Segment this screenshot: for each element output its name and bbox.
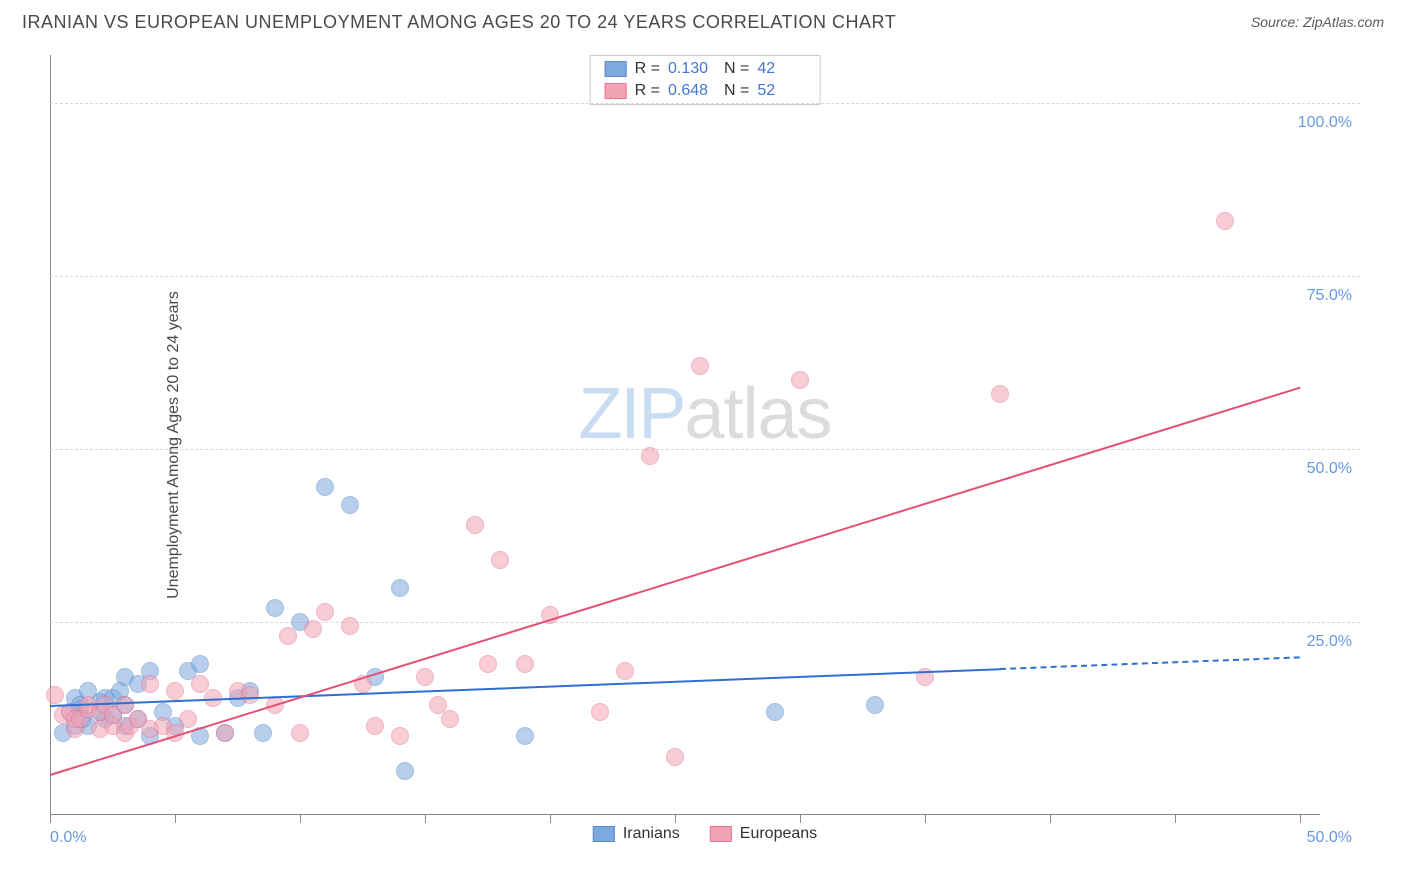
xtick-mark <box>675 815 676 823</box>
ytick-label: 25.0% <box>1307 633 1352 651</box>
n-value: 52 <box>757 82 805 100</box>
n-label: N = <box>724 60 749 78</box>
gridline <box>50 103 1360 104</box>
data-point <box>291 724 309 742</box>
data-point <box>316 478 334 496</box>
data-point <box>46 686 64 704</box>
data-point <box>266 599 284 617</box>
gridline <box>50 276 1360 277</box>
legend-label-iranians: Iranians <box>623 825 680 843</box>
r-value: 0.648 <box>668 82 716 100</box>
correlation-legend: R = 0.130 N = 42 R = 0.648 N = 52 <box>590 55 821 105</box>
data-point <box>396 762 414 780</box>
xtick-mark <box>925 815 926 823</box>
data-point <box>991 385 1009 403</box>
data-point <box>766 703 784 721</box>
source-attribution: Source: ZipAtlas.com <box>1251 14 1384 32</box>
data-point <box>241 686 259 704</box>
legend-item-europeans: Europeans <box>710 825 817 843</box>
legend-stat-row: R = 0.648 N = 52 <box>591 80 820 102</box>
xtick-mark <box>1175 815 1176 823</box>
ytick-label: 100.0% <box>1298 114 1352 132</box>
trend-line <box>1000 657 1300 671</box>
data-point <box>254 724 272 742</box>
data-point <box>441 710 459 728</box>
data-point <box>791 371 809 389</box>
data-point <box>466 516 484 534</box>
data-point <box>366 717 384 735</box>
ytick-label: 75.0% <box>1307 287 1352 305</box>
n-value: 42 <box>757 60 805 78</box>
data-point <box>166 682 184 700</box>
gridline <box>50 622 1360 623</box>
xtick-mark <box>800 815 801 823</box>
r-label: R = <box>635 82 660 100</box>
data-point <box>341 617 359 635</box>
trend-line <box>50 387 1301 776</box>
data-point <box>179 710 197 728</box>
x-axis <box>50 814 1320 815</box>
legend-swatch <box>605 83 627 99</box>
source-label: Source: ZipAtlas.com <box>1251 14 1384 30</box>
chart-title: IRANIAN VS EUROPEAN UNEMPLOYMENT AMONG A… <box>22 12 896 33</box>
ytick-label: 50.0% <box>1307 460 1352 478</box>
xtick-mark <box>300 815 301 823</box>
data-point <box>316 603 334 621</box>
data-point <box>866 696 884 714</box>
data-point <box>516 655 534 673</box>
data-point <box>491 551 509 569</box>
legend-stat-row: R = 0.130 N = 42 <box>591 58 820 80</box>
data-point <box>341 496 359 514</box>
gridline <box>50 449 1360 450</box>
xtick-label-min: 0.0% <box>50 829 86 847</box>
data-point <box>191 655 209 673</box>
xtick-mark <box>50 815 51 823</box>
legend-item-iranians: Iranians <box>593 825 680 843</box>
xtick-mark <box>550 815 551 823</box>
data-point <box>1216 212 1234 230</box>
data-point <box>279 627 297 645</box>
data-point <box>616 662 634 680</box>
chart-area: Unemployment Among Ages 20 to 24 years Z… <box>50 55 1360 835</box>
n-label: N = <box>724 82 749 100</box>
data-point <box>479 655 497 673</box>
xtick-mark <box>175 815 176 823</box>
data-point <box>216 724 234 742</box>
data-point <box>391 579 409 597</box>
data-point <box>304 620 322 638</box>
legend-swatch-europeans <box>710 826 732 842</box>
data-point <box>516 727 534 745</box>
r-value: 0.130 <box>668 60 716 78</box>
data-point <box>416 668 434 686</box>
xtick-mark <box>425 815 426 823</box>
legend-label-europeans: Europeans <box>740 825 817 843</box>
data-point <box>666 748 684 766</box>
data-point <box>691 357 709 375</box>
data-point <box>141 675 159 693</box>
xtick-mark <box>1300 815 1301 823</box>
xtick-label-max: 50.0% <box>1307 829 1352 847</box>
xtick-mark <box>1050 815 1051 823</box>
legend-swatch-iranians <box>593 826 615 842</box>
r-label: R = <box>635 60 660 78</box>
legend-swatch <box>605 61 627 77</box>
data-point <box>391 727 409 745</box>
series-legend: Iranians Europeans <box>593 825 817 843</box>
data-point <box>641 447 659 465</box>
scatter-plot: ZIPatlas R =0.130N =42R =0.648N =52 Iran… <box>50 55 1360 835</box>
data-point <box>591 703 609 721</box>
